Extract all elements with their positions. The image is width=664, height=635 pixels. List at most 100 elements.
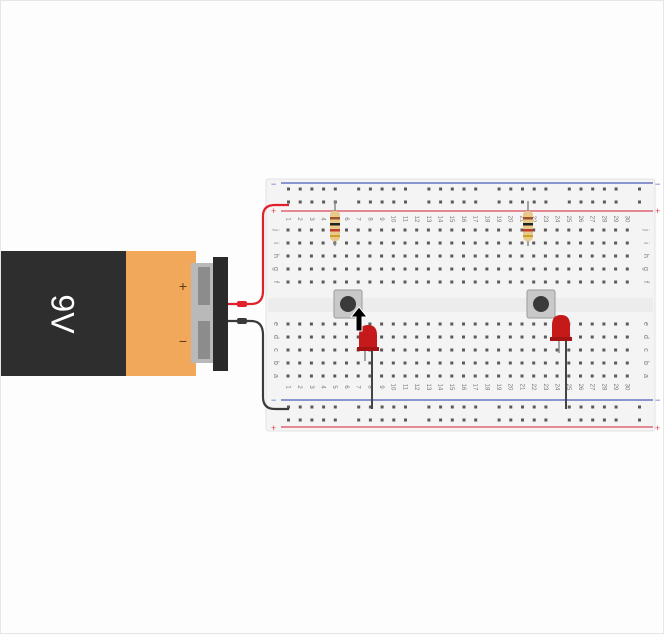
rail-hole[interactable] — [591, 187, 595, 191]
rail-hole[interactable] — [392, 200, 396, 204]
rail-hole[interactable] — [579, 418, 583, 422]
terminal-hole[interactable] — [462, 374, 465, 378]
terminal-hole[interactable] — [450, 228, 454, 232]
terminal-hole[interactable] — [426, 241, 430, 245]
terminal-hole[interactable] — [625, 374, 629, 378]
terminal-hole[interactable] — [286, 241, 290, 245]
rail-hole[interactable] — [497, 418, 501, 422]
terminal-hole[interactable] — [356, 267, 360, 271]
terminal-hole[interactable] — [438, 228, 442, 232]
terminal-hole[interactable] — [321, 335, 325, 339]
resistor-1[interactable] — [330, 201, 340, 246]
rail-hole[interactable] — [521, 187, 524, 191]
terminal-hole[interactable] — [532, 254, 536, 258]
rail-hole[interactable] — [368, 405, 372, 409]
terminal-hole[interactable] — [543, 374, 547, 378]
terminal-hole[interactable] — [286, 335, 290, 339]
rail-hole[interactable] — [450, 187, 454, 191]
rail-hole[interactable] — [357, 418, 361, 422]
terminal-hole[interactable] — [567, 267, 571, 271]
terminal-hole[interactable] — [532, 322, 536, 326]
terminal-hole[interactable] — [614, 335, 618, 339]
terminal-hole[interactable] — [450, 241, 454, 245]
led-2[interactable] — [550, 315, 572, 409]
terminal-hole[interactable] — [485, 335, 489, 339]
terminal-hole[interactable] — [450, 348, 454, 352]
terminal-hole[interactable] — [438, 254, 442, 258]
rail-hole[interactable] — [509, 187, 513, 191]
terminal-hole[interactable] — [426, 374, 430, 378]
terminal-hole[interactable] — [497, 241, 501, 245]
rail-hole[interactable] — [638, 405, 641, 409]
rail-hole[interactable] — [380, 405, 384, 409]
terminal-hole[interactable] — [403, 374, 407, 378]
terminal-hole[interactable] — [426, 335, 430, 339]
terminal-hole[interactable] — [426, 280, 430, 284]
terminal-hole[interactable] — [380, 241, 384, 245]
terminal-hole[interactable] — [415, 348, 419, 352]
terminal-hole[interactable] — [520, 348, 524, 352]
terminal-hole[interactable] — [298, 280, 302, 284]
terminal-hole[interactable] — [286, 361, 290, 365]
rail-hole[interactable] — [544, 418, 548, 422]
rail-hole[interactable] — [474, 200, 478, 204]
terminal-hole[interactable] — [309, 322, 313, 326]
terminal-hole[interactable] — [391, 348, 395, 352]
terminal-hole[interactable] — [356, 361, 360, 365]
rail-hole[interactable] — [298, 405, 302, 409]
terminal-hole[interactable] — [555, 280, 559, 284]
terminal-hole[interactable] — [321, 228, 325, 232]
terminal-strip-holes[interactable] — [286, 228, 629, 378]
rail-hole[interactable] — [333, 187, 337, 191]
terminal-hole[interactable] — [485, 241, 489, 245]
rail-hole[interactable] — [532, 200, 536, 204]
rail-hole[interactable] — [439, 200, 443, 204]
terminal-hole[interactable] — [462, 335, 465, 339]
terminal-hole[interactable] — [462, 280, 465, 284]
terminal-hole[interactable] — [380, 335, 384, 339]
rail-hole[interactable] — [521, 418, 524, 422]
terminal-hole[interactable] — [508, 280, 512, 284]
rail-hole[interactable] — [287, 405, 290, 409]
terminal-hole[interactable] — [403, 254, 407, 258]
terminal-hole[interactable] — [345, 280, 348, 284]
terminal-hole[interactable] — [309, 280, 313, 284]
terminal-hole[interactable] — [462, 267, 465, 271]
terminal-hole[interactable] — [321, 374, 325, 378]
terminal-hole[interactable] — [345, 241, 348, 245]
terminal-hole[interactable] — [403, 335, 407, 339]
pushbutton-1-cap[interactable] — [340, 296, 356, 312]
terminal-hole[interactable] — [508, 254, 512, 258]
terminal-hole[interactable] — [309, 335, 313, 339]
rail-hole[interactable] — [322, 418, 326, 422]
terminal-hole[interactable] — [497, 280, 501, 284]
terminal-hole[interactable] — [520, 335, 524, 339]
terminal-hole[interactable] — [356, 374, 360, 378]
pushbutton-2-cap[interactable] — [533, 296, 549, 312]
rail-hole[interactable] — [287, 418, 290, 422]
rail-hole[interactable] — [521, 405, 524, 409]
terminal-hole[interactable] — [391, 254, 395, 258]
rail-hole[interactable] — [474, 418, 478, 422]
rail-hole[interactable] — [497, 200, 501, 204]
terminal-hole[interactable] — [625, 241, 629, 245]
rail-hole[interactable] — [579, 187, 583, 191]
rail-hole[interactable] — [579, 200, 583, 204]
terminal-hole[interactable] — [368, 374, 372, 378]
rail-hole[interactable] — [614, 200, 618, 204]
terminal-hole[interactable] — [567, 228, 571, 232]
terminal-hole[interactable] — [602, 374, 606, 378]
rail-hole[interactable] — [427, 405, 431, 409]
rail-hole[interactable] — [462, 418, 466, 422]
rail-hole[interactable] — [427, 187, 431, 191]
terminal-hole[interactable] — [543, 241, 547, 245]
terminal-hole[interactable] — [345, 228, 348, 232]
terminal-hole[interactable] — [555, 241, 559, 245]
terminal-hole[interactable] — [543, 254, 547, 258]
rail-hole[interactable] — [357, 187, 361, 191]
terminal-hole[interactable] — [380, 254, 384, 258]
terminal-hole[interactable] — [532, 361, 536, 365]
terminal-hole[interactable] — [356, 241, 360, 245]
terminal-hole[interactable] — [391, 322, 395, 326]
terminal-hole[interactable] — [602, 322, 606, 326]
